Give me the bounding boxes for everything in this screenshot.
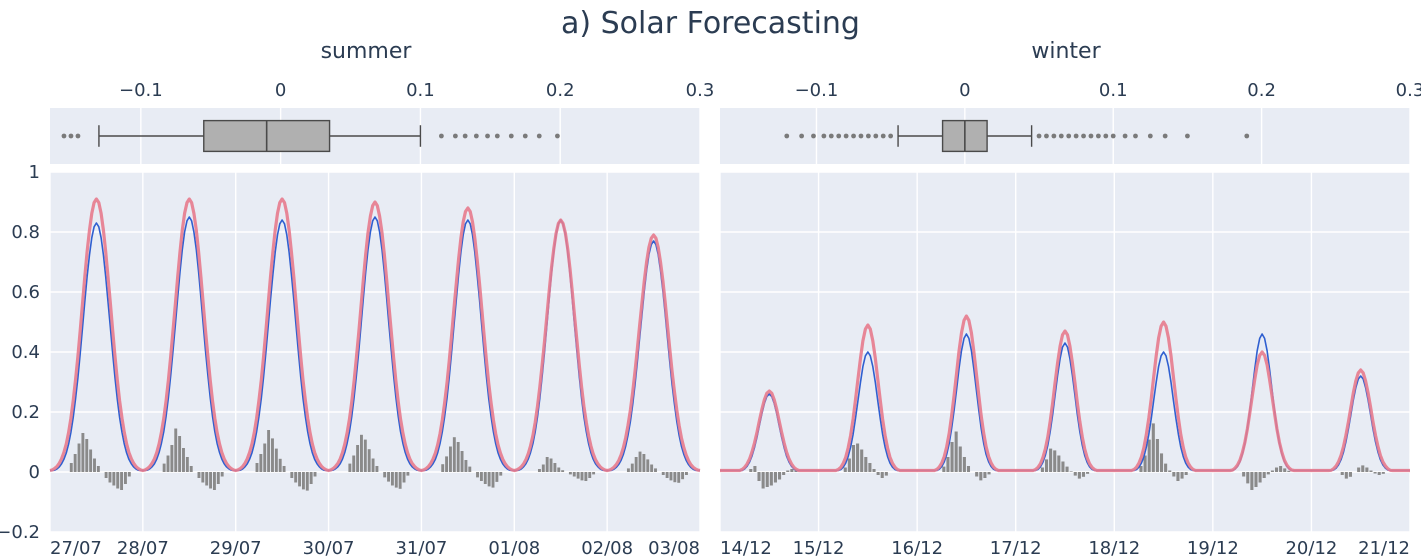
winter-boxplot: −0.100.10.20.3 (720, 108, 1410, 164)
box-xtick: 0.3 (1396, 80, 1421, 101)
x-tick: 14/12 (720, 538, 772, 559)
x-tick: 17/12 (990, 538, 1042, 559)
x-tick: 31/07 (395, 538, 447, 559)
summer-boxplot: −0.100.10.20.3 (50, 108, 700, 164)
x-tick: 29/07 (210, 538, 262, 559)
subtitle: summer (286, 39, 446, 64)
box-xtick: 0 (959, 80, 970, 101)
x-tick: 03/08 (648, 538, 700, 559)
y-tick: 0.8 (11, 222, 40, 243)
y-tick: −0.2 (0, 522, 40, 543)
y-tick: 1 (29, 162, 40, 183)
y-tick: 0 (29, 462, 40, 483)
x-tick: 27/07 (50, 538, 102, 559)
y-tick: 0.4 (11, 342, 40, 363)
box-xtick: 0.1 (1099, 80, 1128, 101)
subtitle: winter (986, 39, 1146, 64)
box-xtick: −0.1 (119, 80, 163, 101)
box-xtick: −0.1 (795, 80, 839, 101)
y-tick: 0.6 (11, 282, 40, 303)
x-tick: 01/08 (488, 538, 540, 559)
figure: a) Solar Forecastingsummerwinter−0.100.1… (0, 0, 1421, 560)
y-tick: 0.2 (11, 402, 40, 423)
box-xtick: 0.1 (406, 80, 435, 101)
x-tick: 30/07 (303, 538, 355, 559)
x-tick: 20/12 (1285, 538, 1337, 559)
chart-title: a) Solar Forecasting (0, 6, 1421, 41)
x-tick: 15/12 (793, 538, 845, 559)
x-tick: 16/12 (891, 538, 943, 559)
x-tick: 02/08 (581, 538, 633, 559)
winter-line-panel: 14/1215/1216/1217/1218/1219/1220/1221/12 (720, 172, 1410, 532)
box-xtick: 0.2 (546, 80, 575, 101)
x-tick: 18/12 (1088, 538, 1140, 559)
box-xtick: 0 (275, 80, 286, 101)
box-xtick: 0.3 (686, 80, 715, 101)
x-tick: 21/12 (1358, 538, 1410, 559)
x-tick: 28/07 (117, 538, 169, 559)
box-xtick: 0.2 (1247, 80, 1276, 101)
x-tick: 19/12 (1187, 538, 1239, 559)
summer-line-panel: −0.200.20.40.60.8127/0728/0729/0730/0731… (50, 172, 700, 532)
